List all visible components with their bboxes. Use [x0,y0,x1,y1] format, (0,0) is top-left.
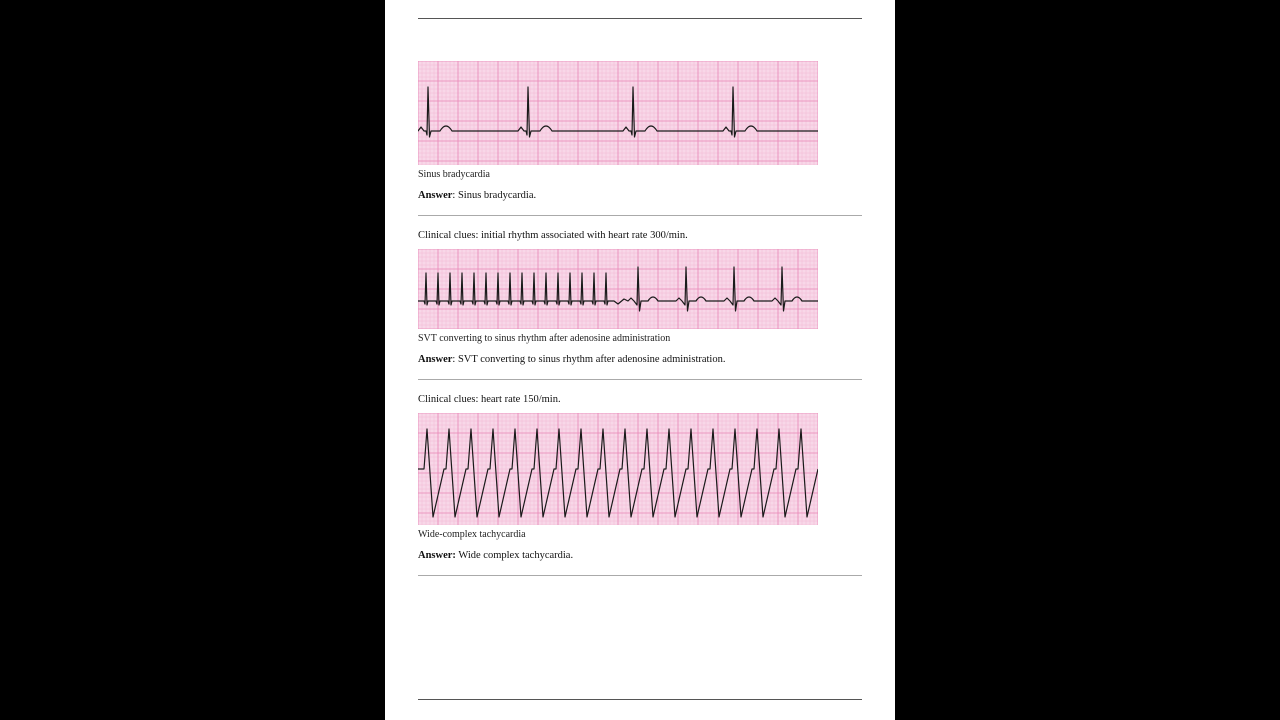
answer-label: Answer [418,190,452,201]
ecg-caption: SVT converting to sinus rhythm after ade… [418,333,862,344]
ecg-block-2: Clinical clues: initial rhythm associate… [418,230,862,380]
top-divider [418,18,862,19]
ecg-strip-sinus-bradycardia [418,61,818,165]
ecg-strip-wide-complex [418,413,818,525]
answer-text: : SVT converting to sinus rhythm after a… [452,354,725,365]
ecg-block-3: Clinical clues: heart rate 150/min. Wide… [418,394,862,576]
clinical-clue: Clinical clues: heart rate 150/min. [418,394,862,405]
answer-label: Answer: [418,550,456,561]
document-page: Sinus bradycardia Answer: Sinus bradycar… [385,0,895,720]
section-divider [418,215,862,216]
answer-line: Answer: SVT converting to sinus rhythm a… [418,354,862,365]
answer-text: : Sinus bradycardia. [452,190,536,201]
answer-line: Answer: Wide complex tachycardia. [418,550,862,561]
answer-label: Answer [418,354,452,365]
ecg-caption: Wide-complex tachycardia [418,529,862,540]
ecg-strip-svt-converting [418,249,818,329]
bottom-divider [418,699,862,700]
ecg-caption: Sinus bradycardia [418,169,862,180]
answer-text: Wide complex tachycardia. [456,550,573,561]
ecg-block-1: Sinus bradycardia Answer: Sinus bradycar… [418,61,862,216]
section-divider [418,575,862,576]
section-divider [418,379,862,380]
answer-line: Answer: Sinus bradycardia. [418,190,862,201]
clinical-clue: Clinical clues: initial rhythm associate… [418,230,862,241]
content-area: Sinus bradycardia Answer: Sinus bradycar… [418,0,862,590]
